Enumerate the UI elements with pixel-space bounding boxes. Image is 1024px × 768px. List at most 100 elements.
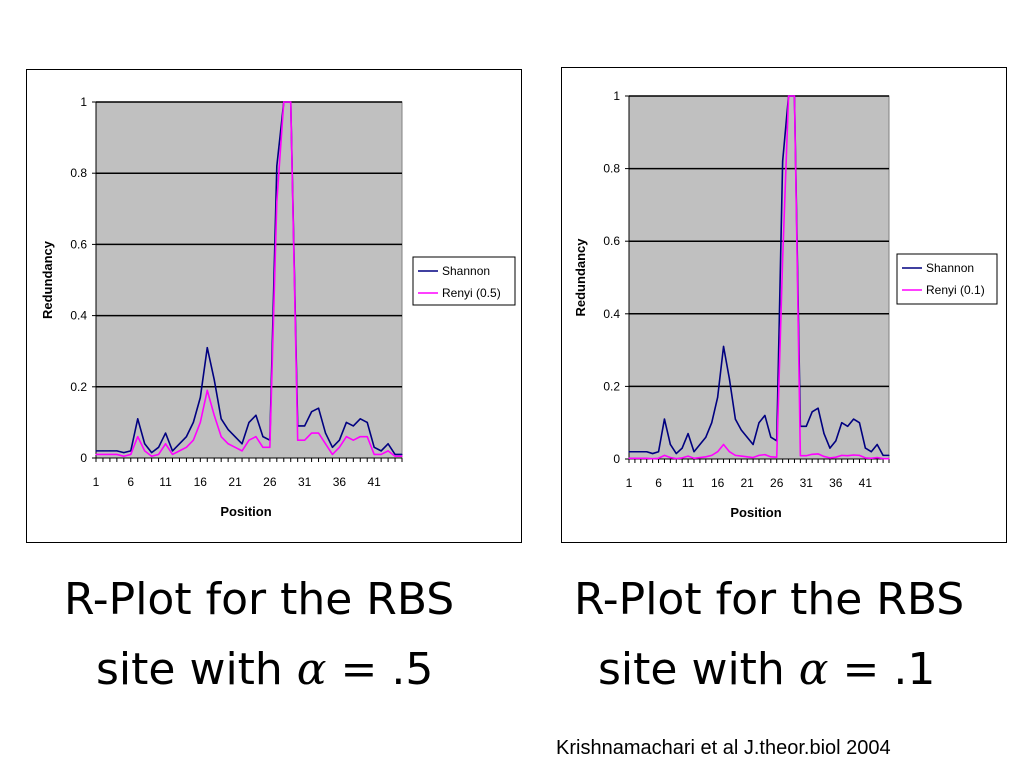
left-series-1-point bbox=[290, 101, 292, 103]
right-series-0-point bbox=[740, 429, 742, 431]
right-x-tick-label: 21 bbox=[741, 476, 755, 490]
left-series-0-point bbox=[144, 443, 146, 445]
right-series-0-point bbox=[646, 451, 648, 453]
left-series-0-point bbox=[324, 432, 327, 434]
right-series-1-point bbox=[705, 456, 707, 458]
left-series-0-point bbox=[95, 450, 97, 452]
right-series-1-point bbox=[847, 455, 849, 457]
left-series-0-point bbox=[262, 436, 264, 438]
left-series-0-point bbox=[338, 439, 341, 441]
left-series-0-point bbox=[220, 418, 222, 420]
left-x-tick-label: 16 bbox=[194, 475, 208, 489]
right-series-1-point bbox=[740, 455, 742, 457]
right-series-0-point bbox=[805, 425, 807, 427]
right-series-1-point bbox=[858, 454, 861, 456]
right-series-0-point bbox=[811, 411, 813, 413]
right-series-1-point bbox=[663, 454, 666, 456]
left-series-0-point bbox=[157, 446, 160, 448]
left-x-tick-label: 36 bbox=[333, 475, 347, 489]
left-y-tick-label: 0.8 bbox=[70, 166, 87, 180]
left-series-1-point bbox=[137, 436, 139, 438]
left-y-tick-label: 0 bbox=[80, 451, 87, 465]
left-x-tick-label: 31 bbox=[298, 475, 312, 489]
chart-left: 00.20.40.60.811 6 11 16 21 26 31 36 41PositionRe… bbox=[40, 95, 516, 519]
right-y-axis-title: Redundancy bbox=[573, 238, 588, 317]
left-series-1-point bbox=[241, 450, 243, 452]
right-series-1-point bbox=[864, 457, 866, 459]
left-series-0-point bbox=[359, 418, 361, 420]
right-series-1-point bbox=[829, 457, 831, 459]
right-y-tick-label: 0.2 bbox=[603, 379, 620, 393]
right-series-1-point bbox=[711, 454, 713, 456]
right-series-1-point bbox=[640, 457, 642, 459]
right-series-1-point bbox=[628, 457, 630, 459]
right-series-0-point bbox=[728, 378, 731, 380]
left-series-1-point bbox=[109, 453, 111, 456]
right-series-1-point bbox=[817, 453, 819, 455]
left-series-1-point bbox=[248, 439, 250, 441]
left-series-0-point bbox=[109, 450, 111, 452]
left-series-1-point bbox=[304, 439, 306, 441]
right-series-1-point bbox=[646, 457, 648, 459]
left-series-1-point bbox=[178, 450, 181, 452]
chart-left-frame: 0 0.2 0.4 0.6 0.8 1 1 6 11 16 21 26 31 36 41 Position Re… bbox=[26, 69, 522, 543]
caption-right-line1: R-Plot for the RBS bbox=[574, 574, 965, 625]
left-series-0-point bbox=[401, 453, 403, 456]
left-series-1-point bbox=[192, 439, 194, 441]
right-series-0-point bbox=[717, 396, 719, 398]
right-series-1-point bbox=[799, 455, 801, 457]
right-series-1-point bbox=[752, 456, 754, 459]
left-series-1-point bbox=[352, 439, 354, 441]
left-series-0-point bbox=[248, 421, 250, 423]
left-series-1-point bbox=[310, 432, 313, 434]
right-series-0-point bbox=[746, 436, 748, 438]
left-legend-label-1: Renyi (0.5) bbox=[442, 286, 501, 300]
right-legend-box bbox=[896, 253, 998, 305]
right-legend-label-1: Renyi (0.1) bbox=[926, 283, 985, 297]
right-series-0-point bbox=[782, 160, 784, 162]
left-series-0-point bbox=[102, 450, 104, 452]
caption-right-line2: site with α = .1 bbox=[598, 648, 935, 692]
right-x-tick-label: 1 bbox=[626, 476, 633, 490]
left-series-0-point bbox=[241, 443, 243, 445]
left-series-1-point bbox=[234, 446, 236, 448]
left-series-0-point bbox=[151, 452, 153, 454]
left-series-0-point bbox=[185, 436, 188, 438]
left-series-0-point bbox=[206, 347, 208, 349]
left-series-1-point bbox=[199, 421, 201, 423]
left-series-1-point bbox=[276, 201, 278, 203]
right-series-1-point bbox=[717, 451, 719, 453]
left-y-tick-label: 1 bbox=[80, 95, 87, 109]
left-series-1-point bbox=[317, 432, 320, 434]
right-series-1-point bbox=[776, 456, 778, 458]
left-x-tick-label: 41 bbox=[368, 475, 382, 489]
left-series-1-point bbox=[297, 439, 299, 441]
caption-right-value: .1 bbox=[893, 644, 936, 695]
left-series-1-point bbox=[157, 453, 160, 456]
right-series-0-point bbox=[705, 436, 707, 438]
right-series-0-point bbox=[652, 452, 654, 455]
left-series-0-point bbox=[352, 425, 354, 427]
right-series-0-point bbox=[864, 447, 866, 449]
right-x-tick-label: 36 bbox=[829, 476, 843, 490]
right-series-1-point bbox=[876, 456, 878, 459]
right-series-0-point bbox=[888, 454, 890, 456]
left-series-1-point bbox=[95, 453, 97, 456]
right-series-0-point bbox=[876, 443, 878, 446]
left-y-axis-title: Redundancy bbox=[40, 240, 55, 319]
right-y-tick-label: 0.8 bbox=[603, 162, 620, 176]
left-series-0-point bbox=[255, 414, 257, 416]
right-y-tick-label: 0.4 bbox=[603, 307, 620, 321]
right-series-1-point bbox=[669, 456, 671, 459]
right-series-1-point bbox=[793, 95, 796, 97]
right-x-tick-label: 41 bbox=[859, 476, 873, 490]
left-x-tick-label: 26 bbox=[263, 475, 277, 489]
right-series-0-point bbox=[829, 447, 831, 449]
right-series-0-point bbox=[817, 407, 819, 409]
left-legend-box bbox=[412, 256, 516, 306]
left-series-1-point bbox=[164, 443, 167, 445]
right-series-1-point bbox=[734, 454, 736, 456]
right-series-0-point bbox=[675, 452, 677, 455]
left-series-1-point bbox=[144, 450, 146, 452]
right-series-1-point bbox=[728, 451, 731, 453]
